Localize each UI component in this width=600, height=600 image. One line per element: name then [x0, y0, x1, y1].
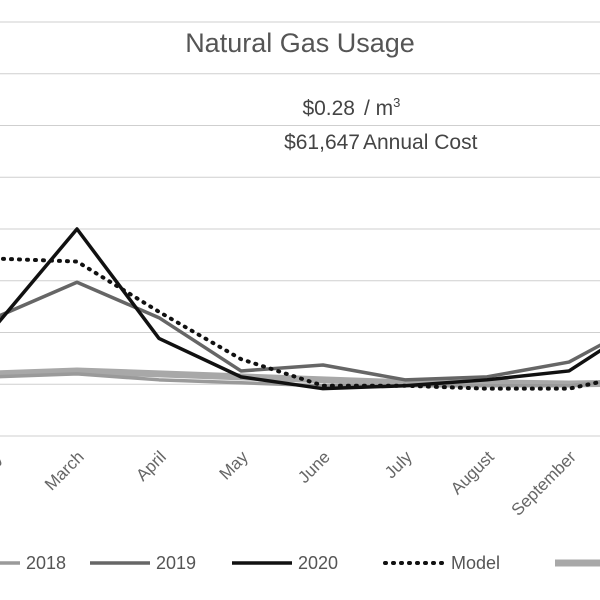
x-tick-label: September [508, 447, 580, 519]
series-line-2020 [0, 227, 600, 391]
rate-unit-text: / m [364, 97, 393, 120]
x-tick-label: April [132, 447, 169, 484]
chart-title: Natural Gas Usage [185, 28, 415, 58]
cost-label: Annual Cost [363, 131, 478, 154]
series-line-2019 [0, 280, 600, 382]
legend-label: 2018 [26, 553, 66, 573]
legend-label: 2019 [156, 553, 196, 573]
cost-annotations: $0.28 / m3 $61,647 Annual Cost [284, 95, 477, 154]
legend-label: 2020 [298, 553, 338, 573]
x-tick-label: May [216, 447, 252, 483]
x-tick-label: June [294, 447, 334, 487]
gridlines [0, 21, 600, 437]
x-tick-label: August [447, 447, 498, 498]
cost-value: $61,647 [284, 131, 360, 154]
x-tick-label: March [41, 447, 88, 494]
legend-label: Model [451, 553, 500, 573]
x-tick-label: y [0, 447, 6, 467]
x-axis-tick-labels: y March April May June July August September [0, 447, 580, 520]
series-lines [0, 227, 600, 391]
rate-value: $0.28 [302, 97, 355, 120]
legend: 2018 2019 2020 Model [0, 553, 600, 573]
rate-unit-superscript: 3 [393, 95, 400, 110]
x-tick-label: July [381, 447, 416, 482]
rate-unit: / m3 [364, 95, 400, 120]
